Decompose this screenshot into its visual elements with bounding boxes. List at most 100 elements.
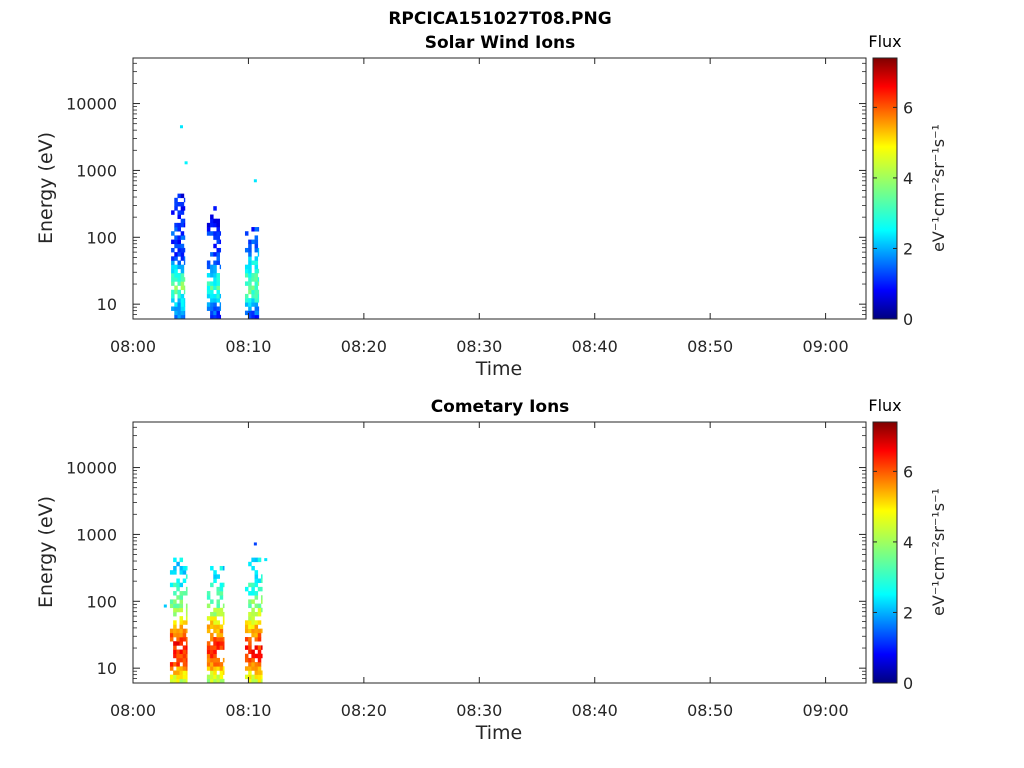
plot-frame xyxy=(132,57,867,320)
heatmap-cell xyxy=(206,591,211,596)
heatmap-cell xyxy=(251,227,255,232)
heatmap-cell xyxy=(248,243,252,249)
heatmap-cell xyxy=(254,595,259,600)
heatmap-cell xyxy=(210,285,214,291)
heatmap-cell xyxy=(216,260,220,265)
heatmap-cell xyxy=(183,298,186,303)
heatmap-cell xyxy=(177,293,181,299)
heatmap-cell xyxy=(180,247,185,253)
heatmap-cell xyxy=(219,239,222,245)
heatmap-cell xyxy=(219,591,224,596)
heatmap-cell xyxy=(169,674,174,680)
heatmap-cell xyxy=(210,289,214,295)
heatmap-cell xyxy=(213,607,217,613)
heatmap-cell xyxy=(213,641,217,646)
heatmap-cell xyxy=(216,314,220,320)
heatmap-cell xyxy=(248,599,252,604)
heatmap-cell xyxy=(177,260,181,265)
heatmap-cell xyxy=(210,302,214,307)
heatmap-cell xyxy=(183,206,186,211)
heatmap-cell xyxy=(169,678,174,684)
heatmap-cell xyxy=(171,264,175,270)
heatmap-cell xyxy=(251,662,255,667)
heatmap-cell xyxy=(260,628,263,634)
heatmap-cell xyxy=(216,611,220,617)
heatmap-cell xyxy=(222,616,225,621)
heatmap-cell xyxy=(260,595,263,600)
heatmap-cell xyxy=(257,247,260,253)
heatmap-cell xyxy=(251,632,255,638)
heatmap-cell xyxy=(180,273,185,278)
heatmap-cell xyxy=(174,235,178,240)
heatmap-cell xyxy=(173,570,177,575)
heatmap-cell xyxy=(210,649,214,655)
heatmap-cell xyxy=(216,273,220,278)
heatmap-cell xyxy=(185,565,188,571)
heatmap-cell xyxy=(174,310,178,316)
heatmap-cell xyxy=(216,222,220,228)
heatmap-cell xyxy=(257,678,262,684)
heatmap-cell xyxy=(251,653,255,659)
heatmap-cell xyxy=(216,256,220,261)
heatmap-cell xyxy=(254,247,259,253)
heatmap-cell xyxy=(216,645,220,650)
heatmap-cell xyxy=(248,314,252,320)
heatmap-cell xyxy=(244,298,249,303)
colorbar-gradient xyxy=(872,421,898,684)
heatmap-cell xyxy=(185,637,188,642)
heatmap-cell xyxy=(169,599,174,604)
heatmap-cell xyxy=(244,247,249,253)
heatmap-cell xyxy=(210,264,214,270)
y-axis-label: Energy (eV) xyxy=(35,132,57,244)
heatmap-cell xyxy=(173,603,177,609)
heatmap-cell xyxy=(173,628,177,634)
heatmap-cell xyxy=(210,314,214,320)
colorbar-units: eV⁻¹cm⁻²sr⁻¹s⁻¹ xyxy=(929,124,948,252)
heatmap-cell xyxy=(213,264,217,270)
heatmap-cell xyxy=(180,298,185,303)
heatmap-cell xyxy=(171,231,175,236)
heatmap-cell xyxy=(179,599,184,604)
heatmap-cell xyxy=(177,222,181,228)
heatmap-cell xyxy=(210,293,214,299)
heatmap-cell xyxy=(219,632,224,638)
x-tick-label: 08:40 xyxy=(572,337,618,356)
heatmap-cell xyxy=(219,586,224,592)
heatmap-cell xyxy=(206,653,211,659)
heatmap-cell xyxy=(254,268,259,274)
heatmap-cell xyxy=(206,264,211,270)
heatmap-cells xyxy=(163,542,268,684)
heatmap-cell xyxy=(254,624,259,629)
heatmap-cell xyxy=(206,222,211,228)
heatmap-cell xyxy=(257,289,260,295)
heatmap-cell xyxy=(248,298,252,303)
heatmap-cell xyxy=(251,607,255,613)
heatmap-cell xyxy=(210,637,214,642)
heatmap-cell xyxy=(254,298,259,303)
heatmap-cell xyxy=(219,607,224,613)
heatmap-cell xyxy=(210,252,214,257)
heatmap-cell xyxy=(248,628,252,634)
heatmap-cell xyxy=(251,302,255,307)
heatmap-cell xyxy=(216,674,220,680)
heatmap-cell xyxy=(244,310,249,316)
heatmap-cell xyxy=(174,256,178,261)
heatmap-cell xyxy=(174,302,178,307)
heatmap-cell xyxy=(206,231,211,236)
heatmap-cell xyxy=(248,678,252,684)
heatmap-cell xyxy=(248,281,252,286)
heatmap-cell xyxy=(257,298,260,303)
heatmap-cell xyxy=(180,231,185,236)
heatmap-cell xyxy=(185,628,188,634)
heatmap-cell xyxy=(251,616,255,621)
heatmap-cell xyxy=(251,285,255,291)
heatmap-cell xyxy=(257,666,262,671)
heatmap-cell xyxy=(216,637,220,642)
heatmap-cell xyxy=(248,657,252,663)
colorbar-title: Flux xyxy=(868,32,901,51)
heatmap-cell xyxy=(183,310,186,316)
heatmap-cell xyxy=(257,252,260,257)
heatmap-cell xyxy=(254,582,259,588)
x-tick-label: 08:30 xyxy=(456,701,502,720)
